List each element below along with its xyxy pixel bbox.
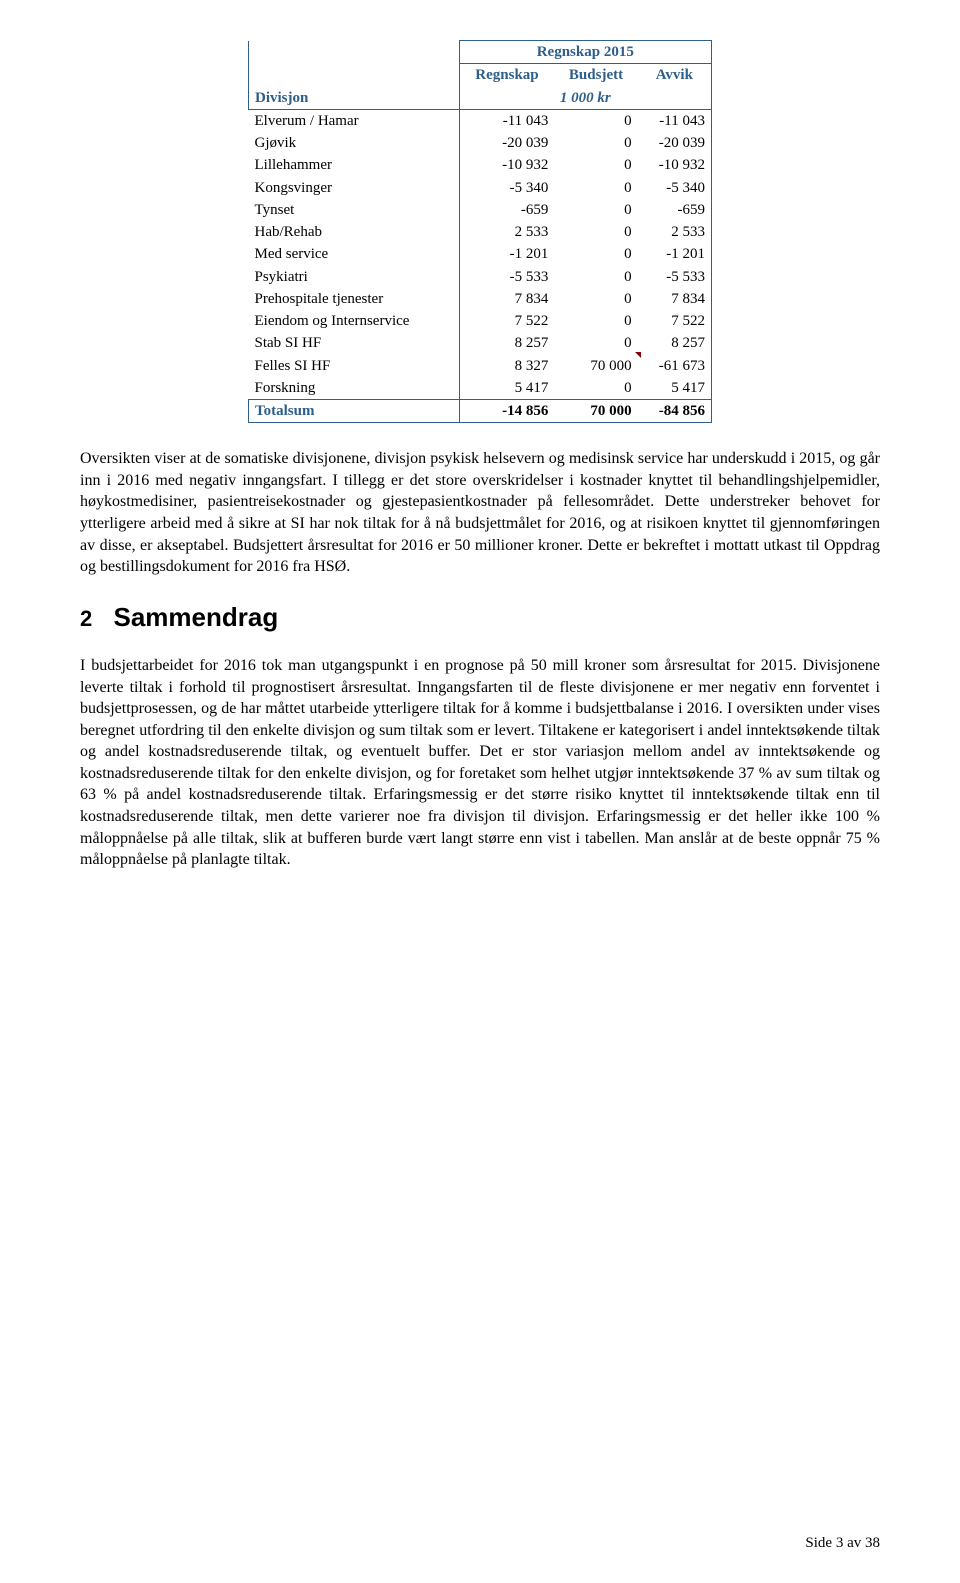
cell-avvik: -5 340: [638, 177, 712, 199]
cell-regnskap: -10 932: [459, 154, 554, 176]
cell-avvik: -20 039: [638, 132, 712, 154]
row-label: Elverum / Hamar: [249, 109, 460, 132]
cell-regnskap: 8 257: [459, 332, 554, 354]
cell-regnskap: -1 201: [459, 243, 554, 265]
row-label: Kongsvinger: [249, 177, 460, 199]
cell-regnskap: -5 533: [459, 266, 554, 288]
cell-regnskap: -5 340: [459, 177, 554, 199]
row-label: Psykiatri: [249, 266, 460, 288]
cell-avvik: 8 257: [638, 332, 712, 354]
section-number: 2: [80, 606, 92, 631]
table-row: Hab/Rehab2 53302 533: [249, 221, 712, 243]
cell-budsjett: 0: [554, 377, 637, 400]
total-v1: -14 856: [459, 400, 554, 423]
row-label: Prehospitale tjenester: [249, 288, 460, 310]
cell-avvik: 2 533: [638, 221, 712, 243]
cell-avvik: 5 417: [638, 377, 712, 400]
row-label: Tynset: [249, 199, 460, 221]
section-heading: 2 Sammendrag: [80, 600, 880, 635]
row-label: Gjøvik: [249, 132, 460, 154]
row-label: Med service: [249, 243, 460, 265]
cell-regnskap: 8 327: [459, 355, 554, 377]
cell-budsjett: 0: [554, 266, 637, 288]
row-label: Eiendom og Internservice: [249, 310, 460, 332]
page-footer: Side 3 av 38: [805, 1533, 880, 1553]
cell-avvik: -1 201: [638, 243, 712, 265]
paragraph-2: I budsjettarbeidet for 2016 tok man utga…: [80, 655, 880, 871]
col-header-regnskap: Regnskap: [459, 64, 554, 87]
col-header-avvik: Avvik: [638, 64, 712, 87]
table-row: Psykiatri-5 5330-5 533: [249, 266, 712, 288]
table-row: Prehospitale tjenester7 83407 834: [249, 288, 712, 310]
cell-avvik: -659: [638, 199, 712, 221]
cell-budsjett: 0: [554, 177, 637, 199]
cell-avvik: 7 522: [638, 310, 712, 332]
cell-regnskap: 7 522: [459, 310, 554, 332]
cell-avvik: -61 673: [638, 355, 712, 377]
cell-budsjett: 0: [554, 132, 637, 154]
table-title: Regnskap 2015: [459, 41, 711, 64]
cell-budsjett: 0: [554, 109, 637, 132]
cell-budsjett: 0: [554, 332, 637, 354]
row-label-header: Divisjon: [249, 87, 460, 110]
total-label: Totalsum: [249, 400, 460, 423]
table-row: Kongsvinger-5 3400-5 340: [249, 177, 712, 199]
cell-budsjett: 0: [554, 221, 637, 243]
table-row: Stab SI HF8 25708 257: [249, 332, 712, 354]
row-label: Lillehammer: [249, 154, 460, 176]
cell-budsjett: 0: [554, 310, 637, 332]
row-label: Felles SI HF: [249, 355, 460, 377]
cell-budsjett: 0: [554, 288, 637, 310]
cell-avvik: -5 533: [638, 266, 712, 288]
cell-regnskap: 2 533: [459, 221, 554, 243]
cell-budsjett: 0: [554, 154, 637, 176]
row-label: Stab SI HF: [249, 332, 460, 354]
cell-avvik: -11 043: [638, 109, 712, 132]
cell-budsjett: 0: [554, 243, 637, 265]
total-v3: -84 856: [638, 400, 712, 423]
table-row: Eiendom og Internservice7 52207 522: [249, 310, 712, 332]
table-row: Tynset-6590-659: [249, 199, 712, 221]
cell-regnskap: -659: [459, 199, 554, 221]
cell-avvik: -10 932: [638, 154, 712, 176]
cell-regnskap: 7 834: [459, 288, 554, 310]
cell-budsjett: 70 000: [554, 355, 637, 377]
table-row: Felles SI HF8 32770 000-61 673: [249, 355, 712, 377]
table-row: Lillehammer-10 9320-10 932: [249, 154, 712, 176]
cell-budsjett: 0: [554, 199, 637, 221]
cell-regnskap: -20 039: [459, 132, 554, 154]
table-row: Elverum / Hamar-11 0430-11 043: [249, 109, 712, 132]
total-v2: 70 000: [554, 400, 637, 423]
regnskap-table: Regnskap 2015 Regnskap Budsjett Avvik Di…: [248, 40, 712, 423]
table-row: Gjøvik-20 0390-20 039: [249, 132, 712, 154]
col-header-budsjett: Budsjett: [554, 64, 637, 87]
cell-avvik: 7 834: [638, 288, 712, 310]
section-title: Sammendrag: [113, 602, 278, 632]
row-label: Hab/Rehab: [249, 221, 460, 243]
cell-regnskap: -11 043: [459, 109, 554, 132]
sub-header: 1 000 kr: [459, 87, 711, 110]
table-row: Forskning5 41705 417: [249, 377, 712, 400]
table-row: Med service-1 2010-1 201: [249, 243, 712, 265]
cell-regnskap: 5 417: [459, 377, 554, 400]
row-label: Forskning: [249, 377, 460, 400]
paragraph-1: Oversikten viser at de somatiske divisjo…: [80, 448, 880, 578]
